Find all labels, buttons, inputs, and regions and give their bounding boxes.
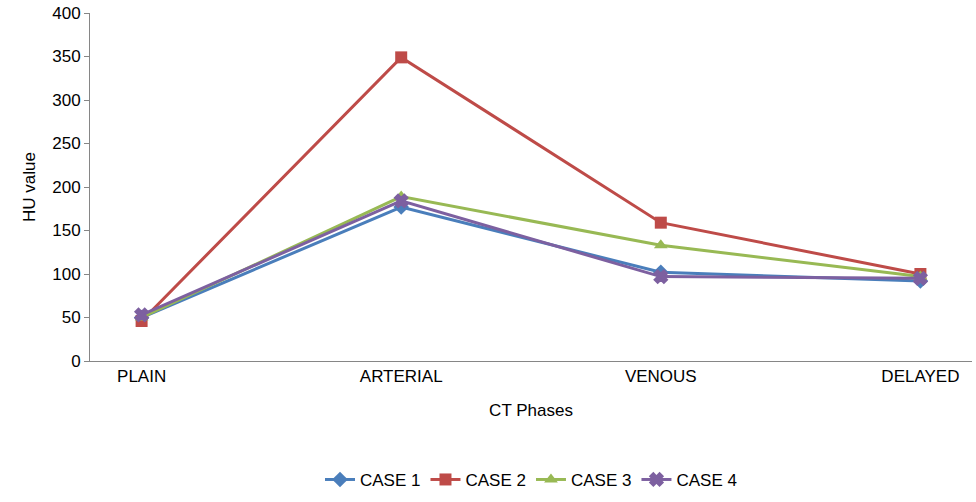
svg-text:350: 350 (52, 47, 80, 66)
svg-text:CASE 1: CASE 1 (360, 471, 420, 490)
svg-text:50: 50 (62, 308, 81, 327)
svg-text:CASE 4: CASE 4 (676, 471, 736, 490)
svg-text:100: 100 (52, 265, 80, 284)
svg-text:HU value: HU value (20, 152, 39, 222)
svg-text:CASE 3: CASE 3 (571, 471, 631, 490)
svg-text:CT Phases: CT Phases (489, 401, 573, 420)
svg-text:300: 300 (52, 91, 80, 110)
svg-text:PLAIN: PLAIN (117, 367, 166, 386)
svg-text:200: 200 (52, 178, 80, 197)
svg-text:DELAYED: DELAYED (881, 367, 959, 386)
svg-text:CASE 2: CASE 2 (465, 471, 525, 490)
svg-text:VENOUS: VENOUS (625, 367, 697, 386)
svg-text:150: 150 (52, 221, 80, 240)
svg-text:250: 250 (52, 134, 80, 153)
svg-text:ARTERIAL: ARTERIAL (360, 367, 443, 386)
svg-text:0: 0 (71, 352, 80, 371)
svg-text:400: 400 (52, 4, 80, 23)
